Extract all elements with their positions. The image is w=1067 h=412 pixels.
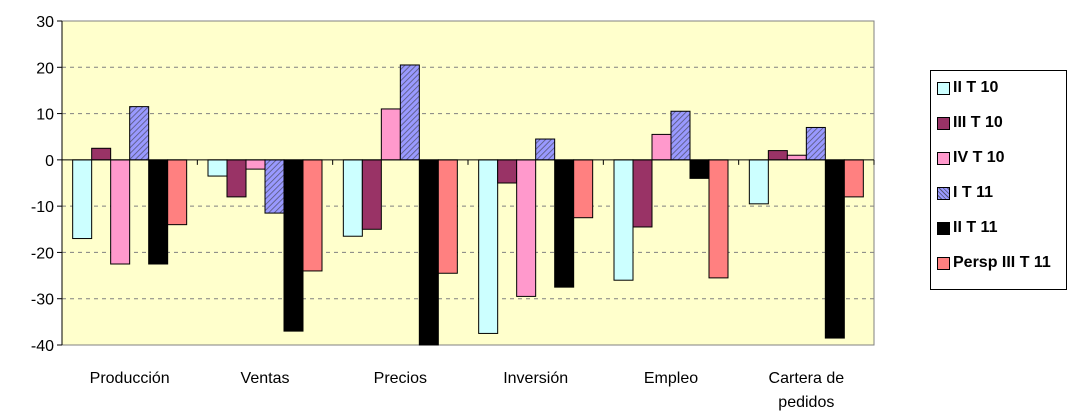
bar: [689, 159, 710, 179]
bar: [748, 159, 769, 205]
bar: [342, 159, 363, 237]
legend-swatch: [937, 186, 950, 200]
bar: [72, 159, 93, 240]
y-tick-label: -30: [31, 292, 54, 309]
legend-item: II T 10: [937, 79, 998, 97]
legend-item: III T 10: [937, 114, 1003, 132]
bars: [72, 64, 864, 346]
bar: [843, 159, 864, 198]
bar: [613, 159, 634, 281]
bar: [399, 64, 420, 161]
bar: [129, 106, 150, 161]
legend-item: IV T 10: [937, 149, 1005, 167]
bar: [226, 159, 247, 198]
x-tick-label: Ventas: [241, 370, 290, 387]
bar: [708, 159, 729, 279]
legend-label: II T 11: [953, 219, 998, 236]
y-tick-label: -10: [31, 199, 54, 216]
y-tick-label: 30: [36, 14, 54, 31]
bar: [478, 159, 499, 334]
bar: [497, 159, 518, 184]
bar: [245, 159, 266, 170]
bar: [207, 159, 228, 177]
legend-label: III T 10: [953, 114, 1003, 131]
y-tick-label: -40: [31, 338, 54, 355]
legend-label: Persp III T 11: [953, 254, 1051, 271]
legend-swatch: [937, 116, 950, 130]
legend-swatch: [937, 151, 950, 165]
x-tick-label: Inversión: [503, 370, 568, 387]
bar: [824, 159, 845, 339]
bar: [110, 159, 131, 265]
bar: [554, 159, 575, 288]
legend-label: I T 11: [953, 184, 994, 201]
y-tick-label: 20: [36, 60, 54, 77]
y-axis: 30 20 10 0 -10 -20 -30 -40: [31, 14, 63, 355]
legend-swatch: [937, 221, 950, 235]
bar: [516, 159, 537, 297]
bar: [91, 147, 112, 161]
x-tick-label: pedidos: [778, 394, 834, 411]
legend-item: II T 11: [937, 219, 997, 237]
bar: [361, 159, 382, 230]
bar: [651, 133, 672, 161]
bar: [437, 159, 458, 274]
bar: [767, 150, 788, 161]
y-tick-label: 0: [45, 153, 54, 170]
bar: [283, 159, 304, 332]
legend-swatch: [937, 81, 950, 95]
x-tick-label: Empleo: [644, 370, 698, 387]
bar: [302, 159, 323, 272]
bar: [805, 126, 826, 161]
legend-swatch: [937, 256, 950, 270]
legend-label: II T 10: [953, 79, 999, 96]
bar: [535, 138, 556, 161]
bar: [148, 159, 169, 265]
bar: [786, 154, 807, 161]
y-tick-label: 10: [36, 107, 54, 124]
legend-item: Persp III T 11: [937, 254, 1051, 272]
bar: [670, 110, 691, 161]
bar: [418, 159, 439, 346]
plot-area: [61, 20, 875, 346]
x-tick-label: Producción: [90, 370, 170, 387]
x-tick-label: Precios: [374, 370, 427, 387]
legend-label: IV T 10: [953, 149, 1005, 166]
bar: [632, 159, 653, 228]
y-tick-label: -20: [31, 245, 54, 262]
bar: [264, 159, 285, 214]
bar: [380, 108, 401, 161]
legend: II T 10 III T 10 IV T 10 I T 11 II T 11 …: [930, 70, 1067, 290]
bar: [167, 159, 188, 226]
x-tick-label: Cartera de: [769, 370, 845, 387]
x-axis: Producción Ventas Precios Inversión Empleo Ca…: [61, 159, 875, 411]
legend-item: I T 11: [937, 184, 993, 202]
bar: [573, 159, 594, 219]
